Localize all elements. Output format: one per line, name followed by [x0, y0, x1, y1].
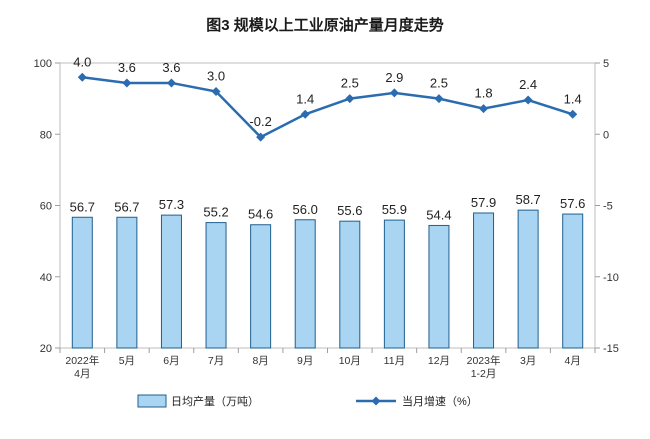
- line-point: [479, 104, 489, 114]
- bar-value-label: 57.3: [159, 197, 184, 212]
- category-label: 12月: [428, 355, 450, 367]
- line-point: [166, 78, 176, 88]
- line-point: [211, 87, 221, 96]
- bar: [428, 224, 450, 349]
- bar-series: [71, 209, 584, 349]
- bar-value-label: 57.9: [471, 195, 496, 210]
- line-series: [77, 72, 578, 142]
- category-label: 6月: [163, 355, 179, 367]
- y-right-tick-label: -5: [603, 201, 613, 213]
- legend-swatch-bar: [137, 394, 167, 408]
- bar: [116, 216, 138, 349]
- bar: [473, 212, 495, 349]
- line-value-label: 1.4: [296, 91, 314, 106]
- bar-value-label: 58.7: [515, 192, 540, 207]
- line-point: [568, 109, 578, 119]
- y-left-tick-label: 60: [40, 201, 52, 213]
- line-path: [82, 76, 574, 139]
- line-value-label: 2.5: [430, 76, 448, 91]
- line-value-label: 3.6: [118, 60, 136, 75]
- bar: [294, 219, 316, 349]
- y-right-tick-label: -15: [603, 343, 619, 355]
- bar: [205, 222, 227, 349]
- bar: [339, 220, 361, 349]
- y-left-tick-label: 20: [40, 343, 52, 355]
- line-point: [345, 94, 355, 104]
- bar-value-label: 55.6: [337, 203, 362, 218]
- line-point: [389, 88, 399, 98]
- axes: 20 40 60 80 100 -15 -10 -5 0 5: [34, 58, 619, 355]
- category-label: 3月: [520, 355, 536, 367]
- line-value-label: 2.9: [385, 70, 403, 85]
- line-point: [122, 78, 132, 88]
- line-point: [256, 132, 266, 142]
- line-value-labels: 4.0 3.6 3.6 3.0 -0.2 1.4 2.5 2.9 2.5 1.8 2.4 1.4: [73, 54, 581, 129]
- y-right-tick-label: 5: [603, 58, 609, 70]
- bar: [562, 213, 584, 349]
- category-label: 7月: [208, 355, 224, 367]
- bar: [517, 209, 539, 349]
- bar-value-label: 54.6: [248, 207, 273, 222]
- bar: [71, 216, 93, 349]
- bar: [250, 224, 272, 349]
- category-label: 2022年: [65, 354, 99, 367]
- category-label: 10月: [339, 355, 361, 367]
- legend-label-bar: 日均产量（万吨）: [171, 394, 259, 408]
- legend: 日均产量（万吨） 当月增速（%）: [137, 394, 478, 408]
- line-value-label: 2.5: [341, 76, 359, 91]
- legend-swatch-marker: [371, 396, 381, 406]
- bar: [160, 214, 182, 349]
- line-point: [77, 72, 87, 82]
- category-label: 11月: [384, 355, 405, 367]
- y-left-tick-label: 100: [34, 58, 52, 70]
- legend-label-line: 当月增速（%）: [402, 394, 478, 408]
- line-value-label: 1.4: [564, 91, 582, 106]
- y-left-tick-label: 80: [40, 129, 52, 141]
- bar-value-label: 56.0: [293, 202, 318, 217]
- category-label: 8月: [252, 355, 268, 367]
- bar: [383, 219, 405, 349]
- y-right-tick-label: -10: [603, 272, 619, 284]
- line-point: [434, 94, 444, 104]
- category-label: 9月: [297, 355, 313, 367]
- bar-value-label: 56.7: [114, 199, 139, 214]
- y-left-tick-label: 40: [40, 272, 52, 284]
- bar-value-label: 57.6: [560, 196, 585, 211]
- category-label: 4月: [565, 355, 581, 367]
- line-point: [300, 109, 310, 119]
- category-label: 5月: [119, 355, 135, 367]
- line-value-label: 3.0: [207, 69, 225, 84]
- bar-value-label: 55.2: [203, 205, 228, 220]
- bar-value-label: 54.4: [426, 207, 451, 222]
- line-value-label: 4.0: [73, 54, 91, 69]
- bar-value-label: 56.7: [70, 199, 95, 214]
- line-value-label: 2.4: [519, 77, 537, 92]
- line-point: [523, 95, 533, 105]
- category-label: 4月: [74, 368, 90, 380]
- category-label: 1-2月: [471, 368, 497, 380]
- chart-title: 图3 规模以上工业原油产量月度走势: [206, 16, 444, 34]
- line-value-label: 3.6: [162, 60, 180, 75]
- y-right-tick-label: 0: [603, 129, 609, 141]
- bar-value-label: 55.9: [382, 202, 407, 217]
- line-value-label: -0.2: [249, 114, 271, 129]
- line-value-label: 1.8: [475, 86, 493, 101]
- bar-value-labels: 56.7 56.7 57.3 55.2 54.6 56.0 55.6 55.9 54.4 57.9…: [70, 192, 586, 222]
- category-label: 2023年: [467, 354, 501, 367]
